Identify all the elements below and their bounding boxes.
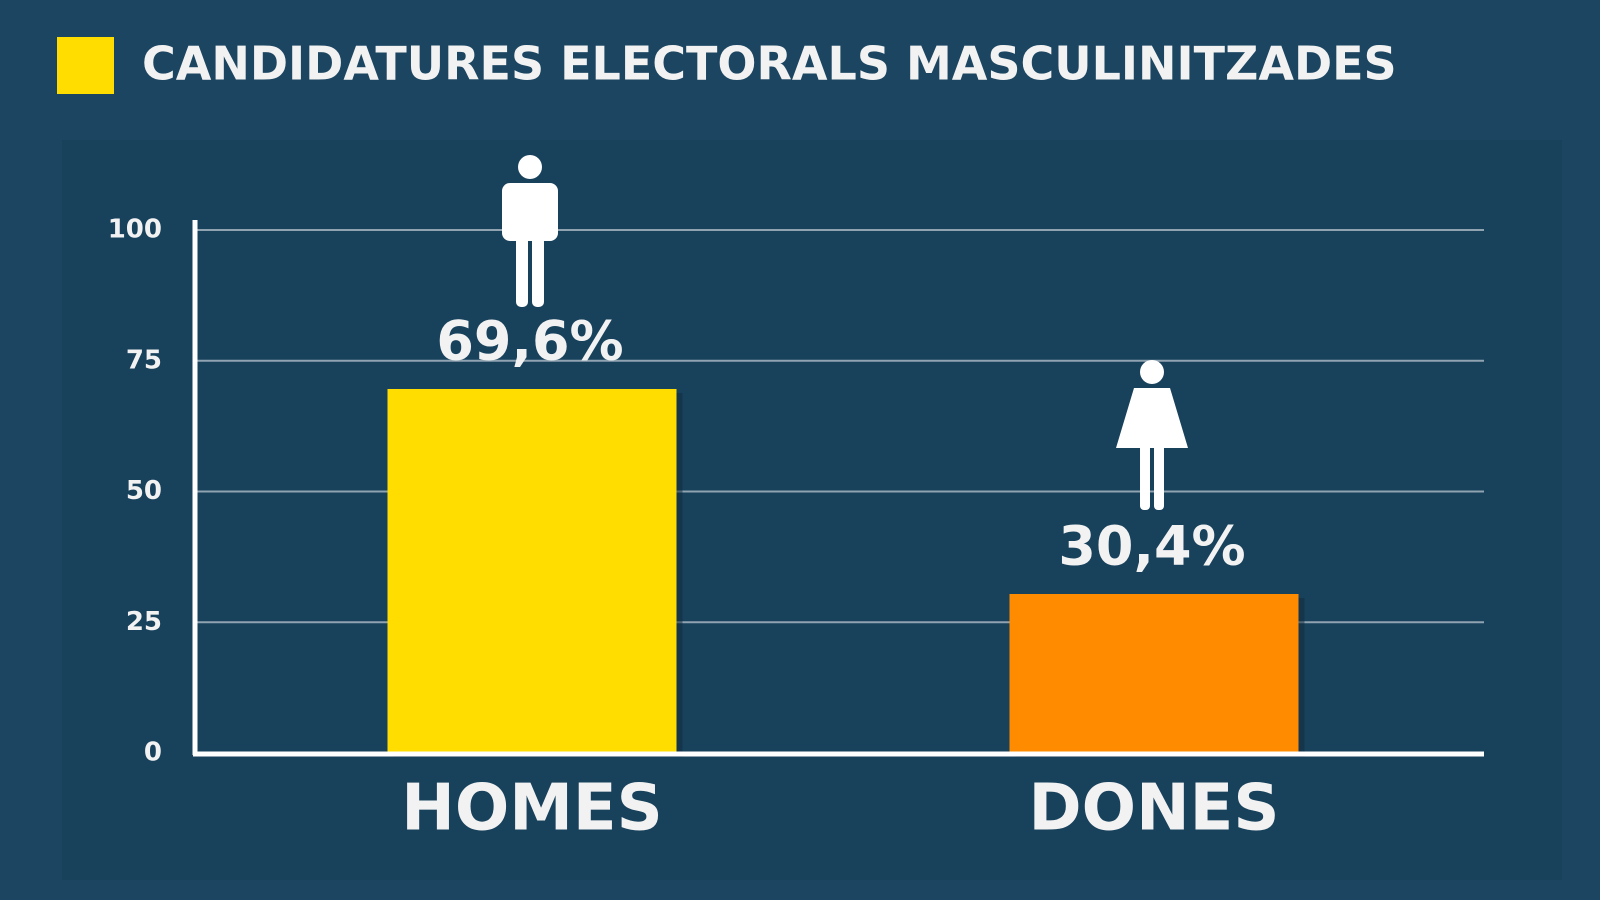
y-tick-label: 0: [144, 738, 162, 768]
panel-shadow: [62, 140, 1562, 880]
title-marker: [57, 37, 114, 94]
x-tick-label: HOMES: [401, 772, 662, 846]
y-tick-label: 100: [108, 215, 162, 245]
female-icon: [1116, 360, 1188, 511]
y-tick-label: 25: [126, 607, 162, 637]
value-label: 30,4%: [1058, 515, 1245, 578]
value-label: 69,6%: [436, 310, 623, 373]
bar: [387, 388, 677, 753]
y-tick-label: 50: [126, 476, 162, 506]
y-tick-label: 75: [126, 345, 162, 375]
bar: [1009, 594, 1299, 753]
male-icon: [502, 154, 558, 307]
chart-title: CANDIDATURES ELECTORALS MASCULINITZADES: [142, 37, 1397, 91]
x-tick-label: DONES: [1029, 772, 1280, 846]
